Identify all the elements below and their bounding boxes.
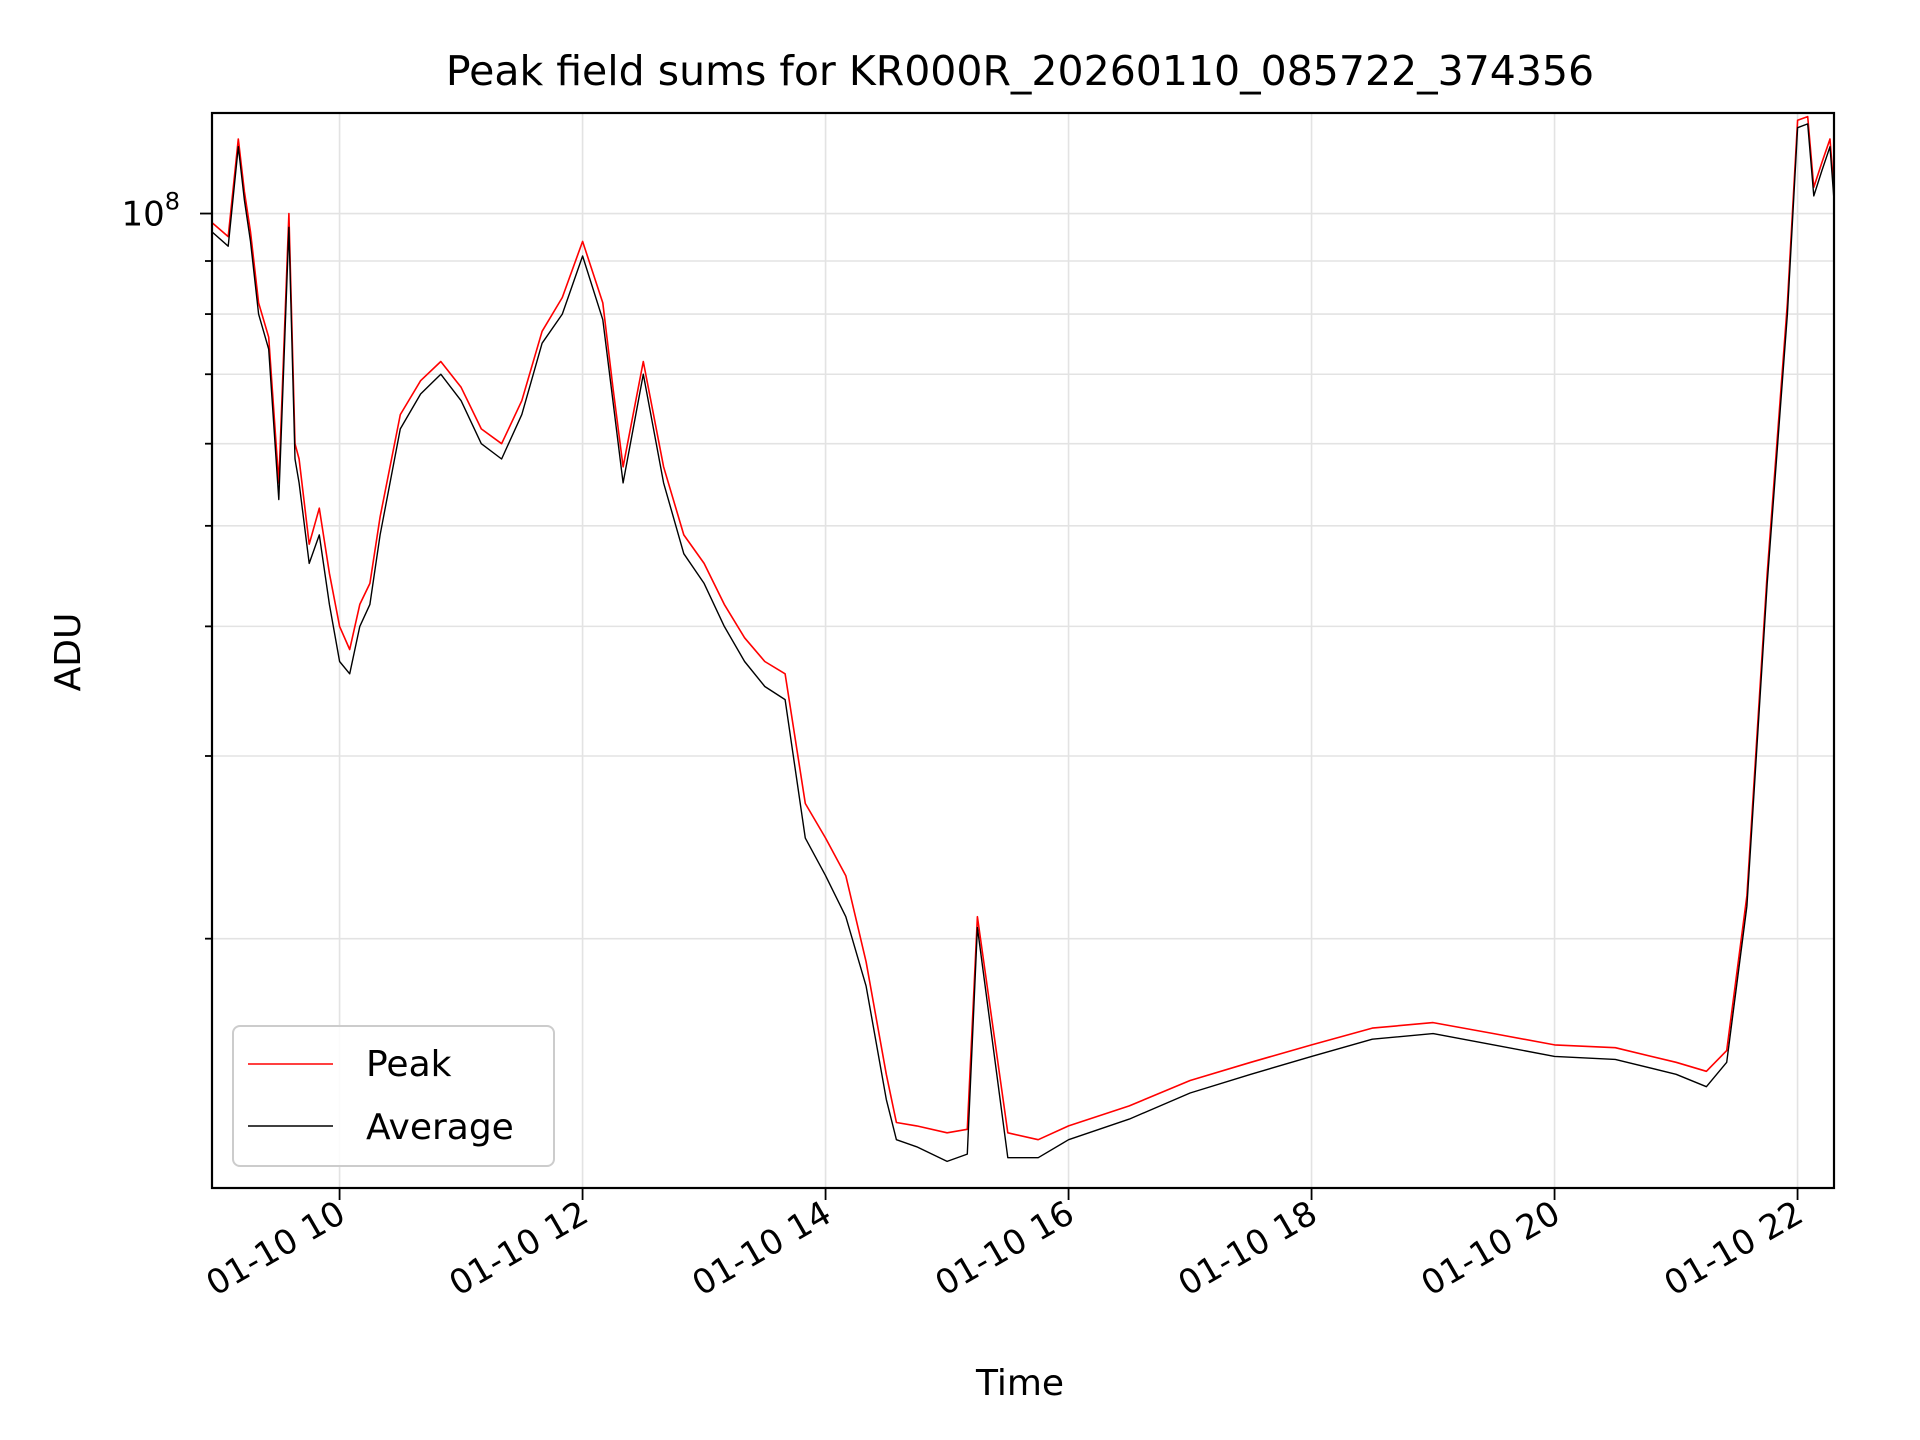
y-axis-label: ADU	[48, 613, 89, 692]
y-tick-label-exponent: 8	[165, 188, 180, 216]
y-tick-label-base: 10	[121, 195, 164, 235]
series-line-average	[211, 123, 1835, 1163]
legend-box	[232, 1025, 555, 1167]
legend-label-average: Average	[366, 1107, 514, 1148]
x-tick-label: 01-10 20	[1415, 1193, 1567, 1304]
x-tick-label: 01-10 10	[200, 1193, 352, 1304]
chart-title: Peak field sums for KR000R_20260110_0857…	[446, 47, 1594, 95]
x-axis-label: Time	[975, 1363, 1064, 1404]
legend-label-peak: Peak	[366, 1044, 452, 1085]
legend: Peak Average	[232, 1025, 555, 1167]
x-tick-label: 01-10 12	[443, 1193, 595, 1304]
plot-area-frame	[210, 111, 1836, 1190]
x-tick-label: 01-10 14	[686, 1193, 838, 1304]
x-tick-label: 01-10 22	[1658, 1193, 1810, 1304]
x-tick-label: 01-10 18	[1172, 1193, 1324, 1304]
x-tick-label: 01-10 16	[929, 1193, 1081, 1304]
series-line-peak	[211, 115, 1835, 1141]
y-tick-label: 108	[121, 188, 180, 235]
series-layer	[211, 115, 1835, 1163]
